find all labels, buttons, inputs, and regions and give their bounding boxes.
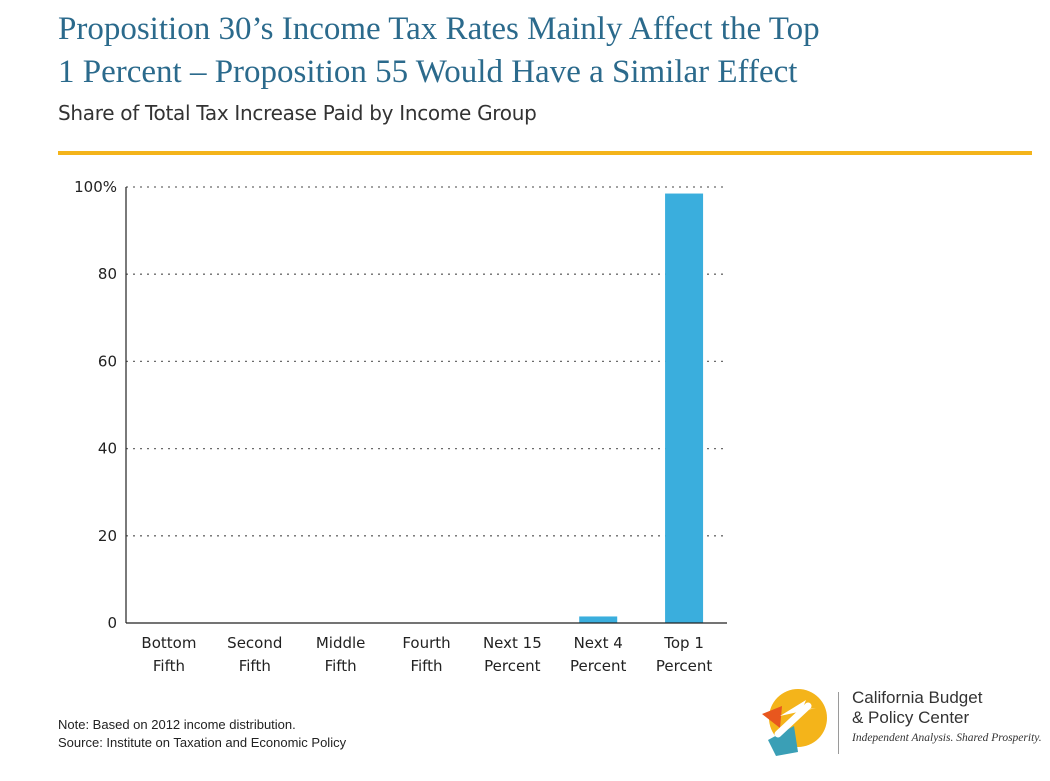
logo-name-line-1: California Budget <box>852 688 983 707</box>
x-axis-labels: Bottom Fifth Second Fifth Middle Fifth Fourth F… <box>141 634 712 675</box>
source-text: Source: Institute on Taxation and Econom… <box>58 735 347 750</box>
x-tick-label: Top 1 Percent <box>656 634 713 675</box>
bars <box>579 193 704 623</box>
x-tick-label: Next 4 Percent <box>570 634 627 675</box>
x-tick-label: Bottom Fifth <box>141 634 196 675</box>
logo-tagline: Independent Analysis. Shared Prosperity. <box>852 732 1042 744</box>
y-tick-label: 100% <box>74 178 117 196</box>
x-tick-label: Fourth Fifth <box>402 634 450 675</box>
x-tick-label: Next 15 Percent <box>483 634 542 675</box>
title-line-1: Proposition 30’s Income Tax Rates Mainly… <box>58 11 820 47</box>
note-text: Note: Based on 2012 income distribution. <box>58 717 296 732</box>
cbpc-logo: California Budget & Policy Center Indepe… <box>758 686 1042 766</box>
bar-chart: 0 20 40 60 80 100% Bottom Fifth Second Fifth Midd… <box>74 178 727 675</box>
gridlines <box>126 186 727 537</box>
y-tick-label: 40 <box>98 440 117 458</box>
chart-notes: Note: Based on 2012 income distribution.… <box>58 716 346 752</box>
logo-name: California Budget & Policy Center <box>852 688 982 728</box>
logo-mark-icon <box>762 689 827 756</box>
bar <box>665 193 704 623</box>
y-tick-label: 0 <box>107 614 117 632</box>
y-tick-label: 60 <box>98 352 117 370</box>
bar <box>579 616 618 623</box>
title-line-2: 1 Percent – Proposition 55 Would Have a … <box>58 54 798 90</box>
accent-rule <box>58 151 1032 155</box>
x-tick-label: Second Fifth <box>227 634 282 675</box>
x-tick-label: Middle Fifth <box>316 634 366 675</box>
y-tick-label: 80 <box>98 265 117 283</box>
logo-divider <box>838 692 839 754</box>
chart-subtitle: Share of Total Tax Increase Paid by Inco… <box>58 101 537 125</box>
logo-name-line-2: & Policy Center <box>852 708 970 727</box>
chart-title: Proposition 30’s Income Tax Rates Mainly… <box>58 8 1038 94</box>
y-axis-ticks: 0 20 40 60 80 100% <box>74 178 117 632</box>
y-tick-label: 20 <box>98 527 117 545</box>
